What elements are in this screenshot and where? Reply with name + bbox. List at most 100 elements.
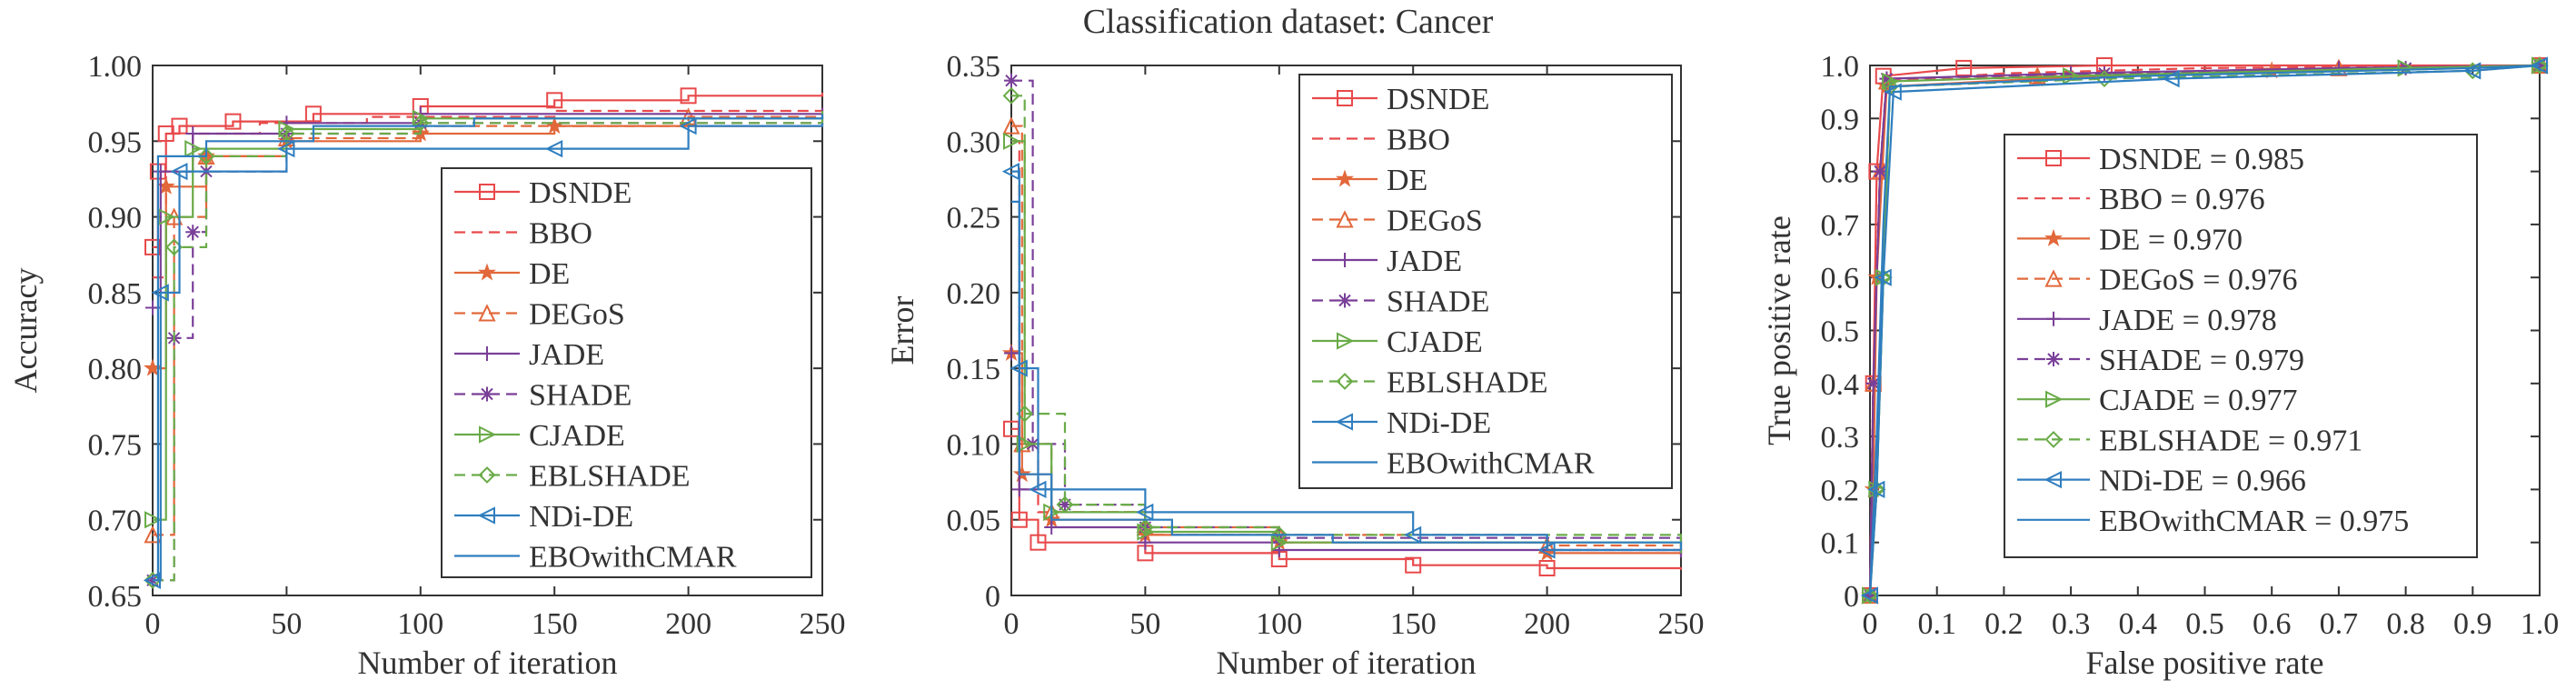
y-tick-label: 0.80: [88, 353, 143, 386]
legend-box: [2004, 134, 2478, 558]
data-point: [1001, 162, 1019, 181]
data-point: [1861, 586, 1879, 605]
chart-1: 0 50 100 150 200 250 0.65 0.70 0.75 0.80 0.85 0.90 0…: [7, 50, 846, 681]
y-tick-label: 0.70: [88, 505, 143, 538]
y-tick-label: 0.4: [1821, 368, 1860, 402]
legend-entry-cjade: CJADE = 0.977: [2017, 384, 2297, 417]
legend-label: EBLSHADE: [529, 460, 691, 494]
legend-marker: [2044, 269, 2063, 287]
legend-entry-ebowithcmar: EBOwithCMAR: [1312, 447, 1595, 481]
legend-label: EBOwithCMAR: [529, 541, 737, 575]
legend-box: [1298, 74, 1673, 489]
legend-marker: [2046, 352, 2061, 366]
legend-label: DSNDE: [529, 176, 632, 210]
legend-label: EBLSHADE = 0.971: [2099, 424, 2362, 457]
data-point: [679, 117, 697, 135]
legend-marker: [478, 304, 496, 322]
x-tick-label: 200: [665, 607, 711, 641]
x-tick-label: 0.7: [2320, 607, 2359, 641]
y-tick-label: 0.2: [1821, 474, 1860, 507]
y-tick-label: 0.90: [88, 202, 143, 235]
legend-label: DE: [1387, 164, 1427, 197]
data-point: [143, 571, 161, 589]
data-point: [1029, 480, 1047, 499]
y-tick-label: 0.05: [947, 505, 1001, 538]
series-ebowithcmar: [1011, 200, 1683, 550]
y-tick-label: 0: [985, 580, 1000, 614]
legend-marker: [480, 346, 494, 361]
data-point: [1056, 495, 1074, 514]
legend-entry-dsnde: DSNDE: [1312, 83, 1489, 116]
data-point: [546, 92, 563, 109]
y-tick-label: 0.10: [947, 428, 1001, 462]
data-point: [1873, 164, 1888, 179]
legend-marker: [1338, 253, 1352, 267]
legend-entry-bbo: BBO = 0.976: [2017, 183, 2265, 216]
x-tick-label: 150: [532, 607, 578, 641]
data-point: [1879, 71, 1895, 86]
y-tick-label: 0.7: [1821, 209, 1860, 243]
legend-entry-shade: SHADE: [454, 379, 632, 413]
legend-label: SHADE: [1387, 285, 1489, 319]
data-point: [2530, 56, 2548, 75]
x-tick-label: 100: [1256, 607, 1302, 641]
data-point: [144, 511, 163, 529]
data-point: [1011, 482, 1027, 497]
y-tick-label: 0.1: [1821, 527, 1860, 561]
data-point: [277, 139, 295, 158]
data-point: [184, 139, 203, 158]
data-point: [1029, 534, 1047, 551]
legend-entry-bbo: BBO: [454, 217, 592, 251]
data-point: [153, 164, 168, 179]
legend-label: SHADE = 0.979: [2099, 344, 2304, 377]
y-tick-label: 0.95: [88, 125, 143, 159]
data-point: [1004, 73, 1019, 88]
legend-marker: [1336, 210, 1354, 228]
data-point: [1002, 116, 1020, 135]
data-point: [170, 162, 188, 181]
legend-entry-cjade: CJADE: [454, 419, 625, 453]
legend-marker: [1335, 413, 1353, 431]
x-axis-label: False positive rate: [2086, 645, 2324, 681]
data-point: [304, 105, 322, 123]
data-point: [1044, 520, 1059, 535]
legend-marker: [1338, 293, 1352, 308]
legend-label: DSNDE: [1387, 83, 1489, 116]
data-point: [1136, 518, 1154, 536]
data-point: [1865, 375, 1881, 391]
data-point: [1138, 535, 1153, 550]
legend-label: CJADE: [529, 419, 625, 453]
legend-entry-jade: JADE: [1312, 245, 1462, 278]
data-point: [2095, 70, 2114, 87]
series-line: [153, 107, 824, 279]
data-point: [185, 225, 201, 240]
legend-label: JADE = 0.978: [2099, 304, 2277, 337]
legend-entry-dsnde: DSNDE = 0.985: [2017, 143, 2304, 176]
legend-label: NDi-DE: [529, 500, 633, 534]
legend-entry-jade: JADE: [454, 338, 604, 372]
data-point: [1405, 556, 1422, 574]
y-axis-label: Error: [884, 296, 920, 365]
legend-entry-de: DE = 0.970: [2017, 223, 2243, 256]
series-line: [1011, 200, 1683, 550]
legend-marker: [1335, 169, 1355, 187]
x-axis-label: Number of iteration: [1217, 645, 1477, 681]
x-axis-label: Number of iteration: [358, 645, 618, 681]
legend-marker: [2044, 470, 2062, 489]
legend-marker: [477, 263, 497, 281]
legend-label: BBO = 0.976: [2099, 183, 2265, 216]
y-tick-label: 0.20: [947, 277, 1001, 311]
legend-entry-ebowithcmar: EBOwithCMAR: [454, 541, 737, 575]
legend-entry-jade: JADE = 0.978: [2017, 304, 2277, 337]
y-tick-label: 0.5: [1821, 315, 1860, 349]
y-tick-label: 0.8: [1821, 156, 1860, 190]
y-tick-label: 0: [1844, 580, 1859, 614]
data-point: [544, 139, 563, 158]
y-axis-label: True positive rate: [1761, 215, 1797, 445]
legend-entry-de: DE: [454, 257, 570, 291]
y-tick-label: 0.6: [1821, 262, 1860, 295]
data-point: [2531, 56, 2549, 75]
legend-label: EBOwithCMAR = 0.975: [2099, 505, 2409, 538]
plot-frame: [152, 65, 823, 596]
legend-label: NDi-DE = 0.966: [2099, 465, 2306, 498]
